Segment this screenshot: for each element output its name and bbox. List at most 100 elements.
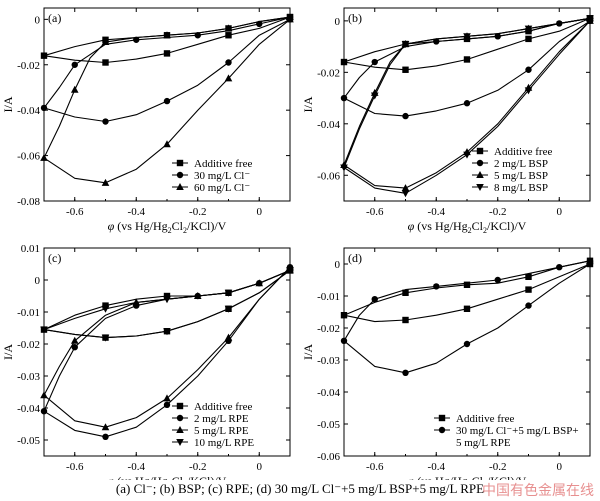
x-tick-label-c: -0.4	[128, 461, 146, 473]
data-point-b-2	[463, 100, 471, 107]
legend-marker-a	[176, 171, 184, 179]
data-point-a-3	[101, 178, 110, 186]
x-tick-label-c: 0	[257, 461, 263, 473]
plot-frame-c	[43, 247, 291, 457]
legend-marker-a	[176, 183, 184, 190]
y-tick-label-a: -0.08	[17, 196, 40, 208]
y-tick-label-a: 0	[35, 14, 41, 26]
data-point-a-3	[286, 13, 294, 21]
data-point-c-3	[224, 333, 233, 341]
series-a-2	[40, 13, 294, 125]
series-line-c-2	[43, 266, 291, 438]
y-tick-label-b: 0	[335, 16, 341, 28]
data-point-c-4	[163, 296, 171, 304]
data-point-b-2	[340, 94, 348, 102]
data-point-c-3	[101, 423, 110, 431]
series-line-c-1	[43, 269, 291, 339]
legend-marker-b	[476, 184, 484, 191]
y-tick-label-c: -0.03	[17, 371, 40, 383]
data-point-d-2	[525, 302, 532, 309]
y-tick-label-a: -0.06	[17, 151, 40, 163]
data-point-a-2	[71, 61, 78, 68]
legend-entry-c-4: 10 mg/L RPE	[194, 437, 254, 449]
data-point-d-2	[463, 340, 471, 348]
y-axis-label-d: I/A	[301, 344, 315, 360]
figure-caption: (a) Cl⁻; (b) BSP; (c) RPE; (d) 30 mg/L C…	[115, 481, 485, 496]
data-point-a-3	[40, 153, 48, 161]
data-point-b-3	[401, 184, 410, 192]
data-point-b-2	[525, 66, 532, 73]
data-point-c-2	[40, 408, 48, 415]
y-tick-label-c: 0	[35, 275, 41, 287]
legend-entry-b-3: 5 mg/L BSP	[494, 170, 548, 182]
legend-marker-a	[176, 159, 184, 167]
panel-c: -0.6 -0.4 -0.2 0 0.01 0 -0.01 -0.02 -0.03 -0.04 -0…	[1, 243, 294, 480]
x-tick-label-a: 0	[257, 206, 263, 218]
data-point-b-2	[494, 33, 501, 40]
legend-marker-b	[476, 159, 484, 167]
data-point-d-2	[340, 337, 348, 344]
data-point-d-1	[463, 305, 471, 312]
data-point-b-4	[524, 25, 533, 33]
data-point-d-1	[525, 286, 532, 293]
data-point-c-2	[163, 401, 171, 408]
data-point-b-4	[370, 92, 379, 100]
data-point-d-2	[586, 257, 594, 264]
data-point-a-2	[40, 104, 48, 112]
data-point-a-3	[224, 24, 233, 32]
data-point-a-3	[163, 140, 171, 148]
x-axis-label-a: φ (vs Hg/Hg2Cl2/KCl)/V	[108, 219, 227, 235]
data-point-c-4	[101, 334, 110, 342]
y-axis-label-a: I/A	[1, 96, 15, 112]
y-tick-label-c: -0.04	[17, 403, 40, 415]
series-a-1	[40, 13, 294, 66]
series-line-d-2	[343, 260, 591, 374]
series-a-3	[40, 13, 294, 186]
data-point-b-2	[433, 38, 440, 45]
y-tick-label-d: -0.06	[317, 451, 340, 463]
data-point-a-2	[163, 97, 171, 105]
data-point-c-4	[286, 267, 294, 275]
legend-marker-c	[176, 439, 184, 446]
data-point-a-1	[40, 52, 48, 59]
series-line-a-3	[43, 16, 291, 184]
data-point-b-1	[525, 35, 532, 43]
x-tick-label-d: -0.4	[428, 461, 446, 473]
series-c-2	[40, 264, 294, 440]
x-tick-label-d: -0.6	[366, 461, 384, 473]
y-tick-label-a: -0.04	[17, 105, 40, 117]
x-tick-label-b: -0.6	[366, 206, 384, 218]
panel-d: -0.6 -0.4 -0.2 0 0 -0.01 -0.02 -0.03 -0.04 -0.05 -…	[301, 247, 594, 480]
data-point-b-2	[402, 112, 409, 120]
y-tick-label-d: -0.05	[317, 419, 340, 431]
x-tick-label-a: -0.6	[66, 206, 84, 218]
legend-entry-a-1: Additive free	[194, 158, 252, 170]
legend-entry-a-2: 30 mg/L Cl⁻	[194, 170, 250, 182]
data-point-b-2	[371, 58, 378, 66]
series-line-b-4	[343, 17, 591, 194]
x-tick-label-b: -0.2	[489, 206, 506, 218]
x-axis-label-c: φ (vs Hg/Hg2Cl2/KCl)/V	[108, 474, 227, 480]
y-tick-label-d: 0	[335, 259, 341, 271]
legend-marker-d	[438, 426, 446, 434]
data-point-c-2	[102, 433, 109, 440]
legend-entry-b-2: 2 mg/L BSP	[494, 158, 548, 170]
data-point-c-4	[163, 328, 171, 336]
data-point-c-4	[224, 289, 233, 297]
data-point-b-4	[463, 33, 471, 41]
data-point-d-2	[494, 276, 501, 284]
data-point-c-4	[40, 326, 48, 334]
data-point-a-1	[225, 32, 232, 39]
data-point-b-4	[524, 87, 533, 95]
data-point-d-2	[556, 264, 563, 271]
x-tick-label-a: -0.2	[189, 206, 206, 218]
data-point-a-3	[70, 85, 79, 93]
legend-entry-a-3: 60 mg/L Cl⁻	[194, 182, 250, 194]
data-point-c-3	[40, 391, 48, 399]
legend-entry-b-4: 8 mg/L BSP	[494, 182, 548, 194]
data-point-d-1	[340, 312, 348, 319]
y-axis-label-b: I/A	[301, 96, 315, 112]
data-point-b-1	[340, 58, 348, 66]
